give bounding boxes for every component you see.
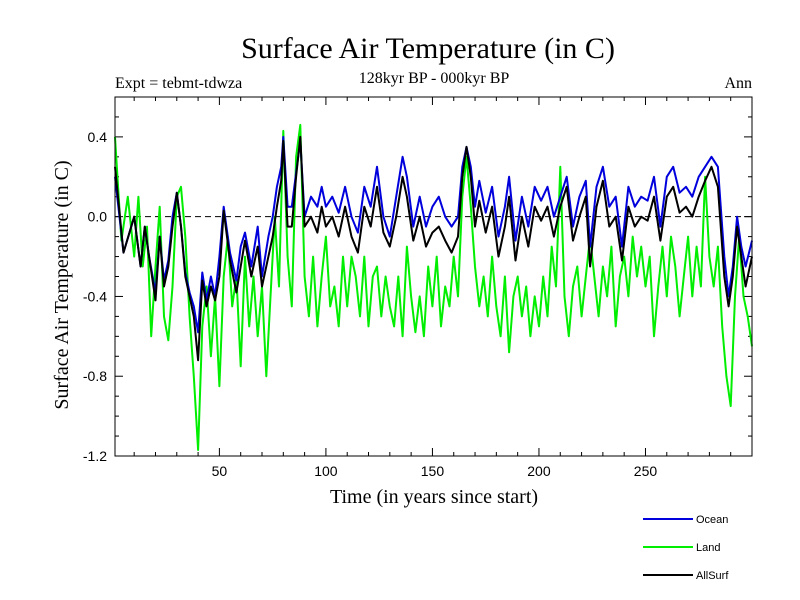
x-tick-label: 50 [212,463,228,479]
chart-subtitle: 128kyr BP - 000kyr BP [359,70,510,87]
x-tick-label: 150 [421,463,445,479]
y-axis-label: Surface Air Temperature (in C) [51,160,73,409]
legend: Ocean Land AllSurf [643,514,729,582]
experiment-label: Expt = tebmt-tdwza [115,75,242,92]
season-label: Ann [724,75,752,92]
series-line-ocean [114,135,753,334]
series-line-allsurf [114,135,753,362]
y-tick-label: -0.4 [83,288,107,304]
x-tick-label: 250 [634,463,658,479]
legend-label-land: Land [696,542,720,554]
legend-label-allsurf: AllSurf [696,570,729,582]
x-tick-label: 100 [314,463,338,479]
plot-frame [114,96,753,457]
x-axis-label: Time (in years since start) [330,486,538,508]
y-tick-label: 0.0 [88,209,108,225]
plot-area [114,96,753,457]
y-tick-label: -0.8 [83,368,107,384]
x-axis-tick-labels: 50 100 150 200 250 [212,463,658,479]
legend-label-ocean: Ocean [696,514,728,526]
series-line-land [114,123,753,451]
y-tick-label: -1.2 [83,448,107,464]
y-tick-label: 0.4 [88,129,108,145]
x-tick-label: 200 [527,463,551,479]
y-axis-tick-labels: -1.2 -0.8 -0.4 0.0 0.4 [83,129,107,464]
chart-title: Surface Air Temperature (in C) [241,32,615,65]
